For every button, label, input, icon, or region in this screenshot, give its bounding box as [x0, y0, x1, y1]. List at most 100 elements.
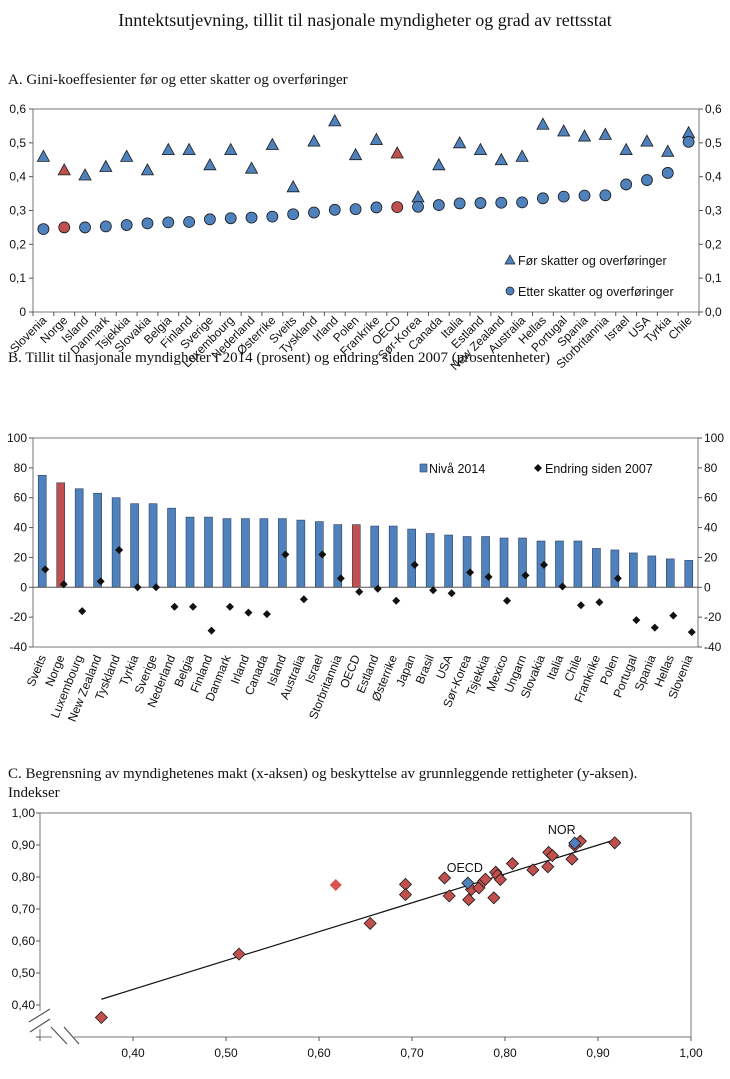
- bar: [56, 482, 66, 588]
- diamond-marker: [410, 560, 419, 569]
- diamond-marker: [539, 560, 548, 569]
- circle-marker: [474, 197, 487, 209]
- triangle-marker: [182, 142, 196, 156]
- triangle-marker: [619, 142, 633, 156]
- diamond-marker: [613, 574, 622, 583]
- y-tick-label: 0,60: [12, 934, 36, 948]
- x-tick-label: 1,00: [679, 1046, 703, 1060]
- diamond-marker: [493, 872, 507, 887]
- panel-c-subtitle: Indekser: [8, 785, 60, 801]
- bar: [665, 558, 675, 588]
- diamond-marker: [115, 545, 124, 554]
- diamond-marker: [41, 565, 50, 574]
- y-tick-label-right: 0,4: [705, 170, 722, 184]
- bar: [296, 519, 306, 588]
- y-tick-label-left: 100: [7, 431, 27, 445]
- triangle-marker: [328, 114, 342, 127]
- bar: [573, 540, 583, 588]
- diamond-marker: [650, 623, 659, 632]
- x-tick-label: 0,40: [121, 1046, 145, 1060]
- circle-marker: [412, 200, 424, 213]
- diamond-marker: [232, 947, 246, 961]
- diamond-marker: [558, 582, 567, 591]
- y-tick-label: 1,00: [12, 806, 36, 820]
- diamond-marker: [541, 860, 555, 874]
- y-tick-label-left: 40: [14, 521, 28, 535]
- circle-marker: [453, 197, 466, 210]
- triangle-marker: [36, 149, 51, 162]
- legend-label-change: Endring siden 2007: [545, 462, 653, 476]
- circle-marker: [37, 223, 50, 236]
- y-tick-label-left: 0: [20, 580, 27, 594]
- bar: [222, 518, 232, 588]
- y-tick-label-right: 0: [704, 580, 711, 594]
- triangle-marker: [432, 157, 446, 171]
- triangle-marker: [452, 135, 467, 149]
- triangle-marker: [348, 147, 363, 161]
- x-axis-break-mark: [50, 1026, 68, 1045]
- y-tick-label-left: -40: [10, 640, 28, 654]
- annotation-nor: NOR: [548, 823, 576, 837]
- circle-marker: [682, 135, 695, 148]
- diamond-marker: [152, 583, 161, 592]
- circle-marker: [79, 221, 91, 234]
- triangle-marker: [140, 163, 155, 176]
- circle-marker: [432, 199, 445, 211]
- legend-circle-icon: [505, 286, 515, 296]
- bar: [388, 525, 398, 588]
- diamond-marker: [398, 888, 413, 902]
- diamond-marker: [355, 587, 364, 596]
- legend-label-before: Før skatter og overføringer: [518, 254, 667, 268]
- axis-break-gap: [36, 1011, 46, 1029]
- triangle-marker: [119, 149, 134, 162]
- panel-a-title: A. Gini-koeffesienter før og etter skatt…: [8, 72, 348, 88]
- diamond-marker: [608, 836, 622, 850]
- y-tick-label-left: 0,2: [9, 237, 26, 251]
- y-tick-label-right: 0,6: [705, 102, 722, 116]
- triangle-marker: [203, 157, 217, 171]
- triangle-marker: [640, 134, 654, 147]
- y-tick-label-right: 80: [704, 461, 718, 475]
- y-tick-label-right: -40: [704, 640, 722, 654]
- x-axis-break-mark: [63, 1026, 80, 1045]
- circle-marker: [557, 190, 570, 203]
- figure-title: Inntektsutjevning, tillit til nasjonale …: [118, 10, 611, 30]
- diamond-marker: [244, 608, 253, 617]
- triangle-marker: [78, 168, 92, 181]
- circle-marker: [204, 213, 216, 226]
- y-tick-label-left: 0: [19, 305, 26, 319]
- triangle-marker: [307, 134, 321, 147]
- diamond-marker: [521, 571, 530, 580]
- triangle-marker: [515, 149, 529, 162]
- y-tick-label-left: 60: [14, 491, 28, 505]
- diamond-marker: [576, 601, 585, 610]
- circle-marker: [641, 174, 653, 186]
- x-tick-label: 0,70: [400, 1046, 424, 1060]
- triangle-marker: [224, 142, 238, 156]
- diamond-marker: [363, 916, 377, 930]
- legend-bar-icon: [419, 463, 428, 473]
- circle-marker: [537, 192, 549, 205]
- triangle-marker: [390, 146, 404, 159]
- circle-marker: [370, 201, 383, 214]
- bar: [499, 537, 509, 588]
- y-tick-label-left: 0,6: [9, 102, 26, 116]
- circle-marker: [661, 167, 674, 179]
- diamond-marker: [429, 586, 438, 595]
- diamond-marker: [94, 1010, 108, 1025]
- diamond-marker: [336, 574, 345, 583]
- y-tick-label-right: 0,1: [705, 271, 722, 285]
- legend-label-level: Nivå 2014: [429, 462, 485, 476]
- diamond-marker: [262, 610, 271, 619]
- diamond-marker-oecd: [461, 876, 475, 890]
- diamond-marker: [59, 580, 68, 589]
- circle-marker: [495, 196, 508, 209]
- diamond-marker: [595, 598, 604, 607]
- y-axis-break-mark: [29, 1018, 51, 1033]
- triangle-marker: [598, 127, 613, 140]
- diamond-marker: [281, 550, 290, 559]
- y-tick-label-right: 60: [704, 491, 718, 505]
- y-tick-label-right: 0,3: [705, 204, 722, 218]
- diamond-marker: [466, 568, 475, 577]
